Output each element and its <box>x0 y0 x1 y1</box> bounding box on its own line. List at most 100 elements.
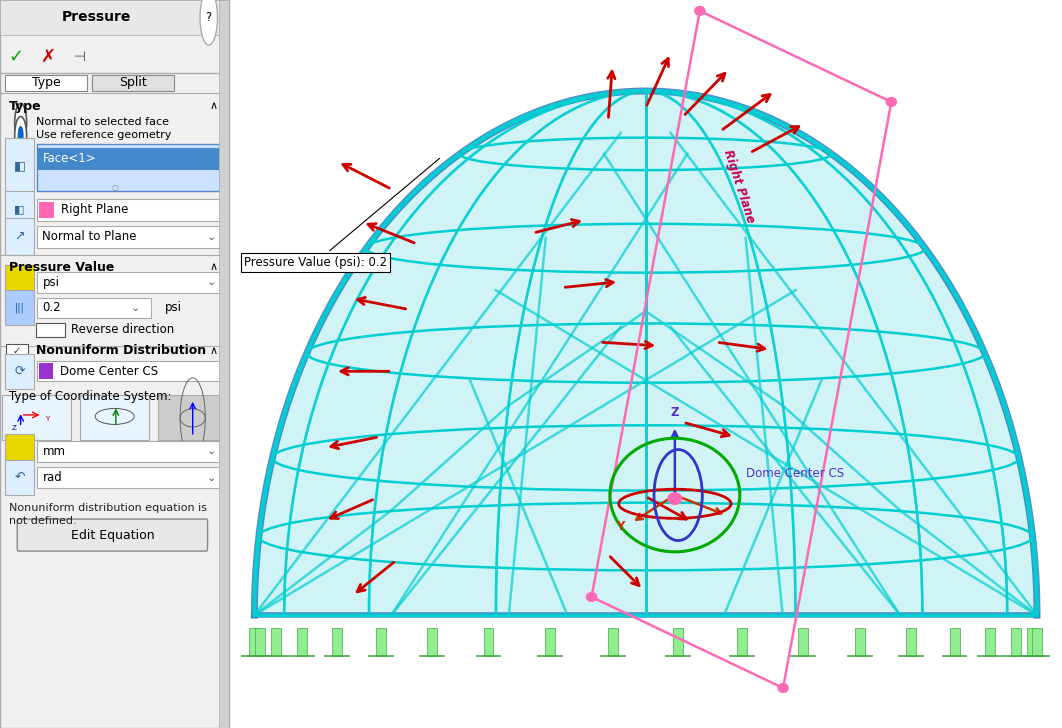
Text: ✓: ✓ <box>8 48 23 66</box>
Text: Reverse direction: Reverse direction <box>71 323 174 336</box>
FancyBboxPatch shape <box>906 628 915 656</box>
Text: ↗: ↗ <box>14 230 24 243</box>
FancyBboxPatch shape <box>4 265 34 300</box>
Text: Right Plane: Right Plane <box>61 203 129 216</box>
FancyBboxPatch shape <box>37 361 220 381</box>
FancyBboxPatch shape <box>250 628 259 656</box>
Text: Pressure Value (psi): 0.2: Pressure Value (psi): 0.2 <box>244 158 440 269</box>
FancyBboxPatch shape <box>0 0 229 728</box>
FancyBboxPatch shape <box>0 0 229 35</box>
Text: Type of Coordinate System:: Type of Coordinate System: <box>10 390 172 403</box>
FancyBboxPatch shape <box>332 628 342 656</box>
Text: Right Plane: Right Plane <box>721 149 756 225</box>
Text: rad: rad <box>42 471 63 484</box>
FancyBboxPatch shape <box>798 628 808 656</box>
FancyBboxPatch shape <box>984 628 995 656</box>
Text: ✗: ✗ <box>40 48 55 66</box>
FancyBboxPatch shape <box>855 628 864 656</box>
FancyBboxPatch shape <box>255 628 264 656</box>
Text: Pressure Value: Pressure Value <box>10 261 115 274</box>
FancyBboxPatch shape <box>1032 628 1042 656</box>
FancyBboxPatch shape <box>1011 628 1021 656</box>
FancyBboxPatch shape <box>17 519 207 551</box>
FancyBboxPatch shape <box>38 363 53 379</box>
Text: |||: ||| <box>15 303 24 313</box>
FancyBboxPatch shape <box>37 148 219 170</box>
FancyBboxPatch shape <box>4 460 34 495</box>
FancyBboxPatch shape <box>4 75 87 91</box>
FancyBboxPatch shape <box>81 395 149 440</box>
Text: ?: ? <box>206 11 212 24</box>
Text: ⊣: ⊣ <box>74 50 86 64</box>
FancyBboxPatch shape <box>673 628 683 656</box>
FancyBboxPatch shape <box>91 75 174 91</box>
FancyBboxPatch shape <box>4 218 34 255</box>
Circle shape <box>15 103 27 141</box>
Text: ∧: ∧ <box>209 262 218 272</box>
Text: Type: Type <box>32 76 61 90</box>
Text: ⌄: ⌄ <box>206 472 216 483</box>
FancyBboxPatch shape <box>37 441 220 462</box>
FancyBboxPatch shape <box>1027 628 1037 656</box>
FancyBboxPatch shape <box>4 138 34 193</box>
Text: Normal to Plane: Normal to Plane <box>42 230 137 243</box>
FancyBboxPatch shape <box>37 272 220 293</box>
FancyBboxPatch shape <box>35 323 66 337</box>
FancyBboxPatch shape <box>37 144 220 191</box>
FancyBboxPatch shape <box>737 628 747 656</box>
FancyBboxPatch shape <box>4 290 34 325</box>
Text: ∧: ∧ <box>209 346 218 356</box>
Text: Z: Z <box>670 405 679 419</box>
Circle shape <box>886 97 897 107</box>
Text: ✓: ✓ <box>13 346 21 356</box>
FancyBboxPatch shape <box>427 628 436 656</box>
Text: ⌄: ⌄ <box>206 277 216 288</box>
Text: 0.2: 0.2 <box>42 301 61 314</box>
Text: Dome Center CS: Dome Center CS <box>746 467 843 480</box>
Text: Nonuniform distribution equation is: Nonuniform distribution equation is <box>10 503 207 513</box>
FancyBboxPatch shape <box>483 628 494 656</box>
Text: mm: mm <box>42 445 66 458</box>
FancyBboxPatch shape <box>4 354 34 389</box>
Text: Type: Type <box>10 100 41 113</box>
FancyBboxPatch shape <box>39 202 54 218</box>
Text: Normal to selected face: Normal to selected face <box>35 117 169 127</box>
Text: ⟳: ⟳ <box>14 365 24 378</box>
Text: Face<1>: Face<1> <box>42 152 96 165</box>
FancyBboxPatch shape <box>219 0 229 728</box>
FancyBboxPatch shape <box>949 628 959 656</box>
FancyBboxPatch shape <box>271 628 280 656</box>
FancyBboxPatch shape <box>6 344 28 358</box>
Text: Edit Equation: Edit Equation <box>70 529 154 542</box>
FancyBboxPatch shape <box>296 628 307 656</box>
FancyBboxPatch shape <box>376 628 386 656</box>
Text: ⌄: ⌄ <box>206 446 216 456</box>
Text: ○: ○ <box>112 183 118 192</box>
Circle shape <box>777 683 789 693</box>
FancyBboxPatch shape <box>37 226 220 248</box>
FancyBboxPatch shape <box>158 395 227 440</box>
Circle shape <box>18 126 23 145</box>
Text: ⌄: ⌄ <box>206 232 216 242</box>
FancyBboxPatch shape <box>37 298 152 318</box>
FancyBboxPatch shape <box>545 628 554 656</box>
Circle shape <box>586 592 598 602</box>
Text: ◧: ◧ <box>14 159 25 172</box>
Text: ↶: ↶ <box>14 471 24 484</box>
Text: Dome Center CS: Dome Center CS <box>59 365 158 378</box>
Circle shape <box>15 116 27 154</box>
Circle shape <box>667 492 682 505</box>
Text: Nonuniform Distribution: Nonuniform Distribution <box>35 344 206 357</box>
Text: Pressure: Pressure <box>62 10 131 25</box>
Text: Y: Y <box>45 416 49 422</box>
Text: Y: Y <box>617 520 624 533</box>
Polygon shape <box>255 91 1037 615</box>
FancyBboxPatch shape <box>609 628 618 656</box>
Text: not defined.: not defined. <box>10 516 76 526</box>
Text: Use reference geometry: Use reference geometry <box>35 130 171 141</box>
Text: ⌄: ⌄ <box>131 303 140 313</box>
Text: Split: Split <box>119 76 147 90</box>
Text: ∧: ∧ <box>209 101 218 111</box>
FancyBboxPatch shape <box>37 467 220 488</box>
Text: ◧: ◧ <box>14 205 24 215</box>
